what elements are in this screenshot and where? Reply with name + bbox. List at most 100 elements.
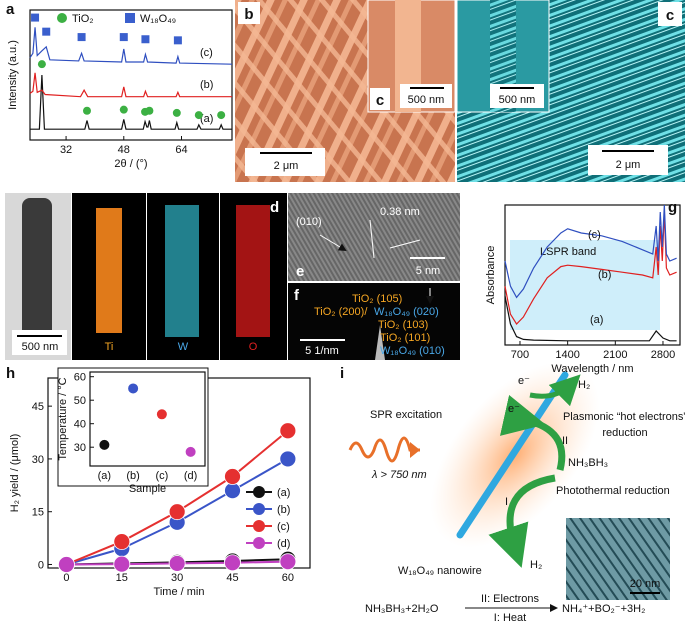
series-line	[29, 72, 232, 98]
saed-image	[288, 283, 460, 360]
series-line	[504, 295, 677, 342]
panel-label: g	[668, 199, 677, 216]
label: reduction	[602, 427, 647, 439]
panel-label: c	[666, 7, 674, 24]
tem-wire	[22, 198, 52, 348]
condition: I: Heat	[494, 612, 526, 624]
legend-marker	[253, 486, 265, 498]
y-tick-label: 15	[32, 507, 44, 519]
x-tick-label: 2100	[603, 349, 627, 361]
annotation: LSPR band	[540, 246, 596, 258]
y-tick-label: 0	[38, 559, 44, 571]
point	[224, 468, 241, 485]
arrow	[389, 239, 421, 249]
series-label: (b)	[200, 79, 213, 91]
panel-label: a	[6, 1, 15, 18]
legend-marker	[57, 13, 67, 23]
point	[185, 446, 196, 457]
point	[224, 554, 241, 572]
panel-label: h	[6, 365, 15, 382]
peak-marker	[119, 33, 128, 42]
ring-label: TiO₂ (101)	[380, 332, 430, 344]
point	[279, 422, 297, 440]
panel-label: i	[340, 365, 344, 382]
y-axis-label: Absorbance	[485, 246, 497, 305]
nanowire	[456, 371, 569, 539]
ring-label: W₁₈O₄₉ (020)	[374, 306, 439, 318]
x-tick-label: 1400	[555, 349, 579, 361]
peak-marker	[141, 35, 150, 44]
scale-box	[12, 330, 67, 355]
legend-label: TiO₂	[72, 13, 94, 25]
peak-marker	[145, 106, 154, 115]
label: NH₃BH₃	[568, 457, 608, 469]
plot-frame	[504, 204, 681, 346]
ring-label: TiO₂ (105)	[352, 293, 402, 305]
peak-marker	[119, 105, 128, 114]
scale-label: 5 1/nm	[305, 345, 339, 357]
point	[156, 409, 167, 420]
label: Photothermal reduction	[556, 485, 670, 497]
point	[279, 553, 297, 571]
x-tick-label: (a)	[98, 470, 111, 482]
legend-marker	[253, 537, 265, 549]
y-tick-label: 45	[32, 401, 44, 413]
plot-frame	[89, 371, 206, 467]
point	[168, 555, 186, 572]
ring-label: TiO₂ (103)	[378, 319, 428, 331]
x-tick-label: 0	[63, 572, 69, 584]
y-axis-label: Temperature / °C	[57, 377, 69, 460]
legend-label: (c)	[277, 521, 290, 533]
x-tick-label: 32	[60, 144, 72, 156]
scale-label: 2 μm	[274, 160, 299, 172]
map-label: O	[249, 341, 258, 353]
label-box	[238, 2, 260, 24]
label: H₂	[530, 559, 542, 571]
x-tick-label: 64	[175, 144, 187, 156]
label: e⁻	[508, 403, 520, 415]
x-tick-label: 60	[282, 572, 294, 584]
x-tick-label: 15	[116, 572, 128, 584]
map-label: W	[178, 341, 189, 353]
legend-label: (a)	[277, 487, 290, 499]
label-box	[658, 2, 682, 26]
x-tick-label: 48	[118, 144, 130, 156]
equation-right: NH₄⁺+BO₂⁻+3H₂	[562, 603, 645, 615]
label: e⁻	[518, 375, 530, 387]
hrtem-image	[288, 193, 460, 281]
y-tick-label: 40	[74, 419, 86, 431]
series-label: (a)	[200, 113, 213, 125]
peak-marker	[173, 36, 182, 45]
point	[128, 383, 139, 394]
scale-label: 5 nm	[416, 265, 440, 277]
equation-left: NH₃BH₃+2H₂O	[365, 603, 439, 615]
legend-marker	[125, 13, 135, 23]
beam-stop	[375, 325, 385, 360]
scale-label: 500 nm	[499, 94, 536, 106]
peak-marker	[172, 108, 181, 117]
scale-label: 20 nm	[630, 578, 661, 590]
series-line	[504, 204, 677, 299]
spacing-line	[369, 219, 375, 259]
y-axis-label: Intensity (a.u.)	[7, 40, 19, 110]
lspr-band	[510, 240, 660, 330]
panel-label: f	[294, 287, 300, 304]
series-label: (c)	[200, 47, 213, 59]
point	[113, 533, 131, 551]
ring-label: TiO₂ (200)/	[314, 306, 368, 318]
peak-marker	[37, 60, 46, 69]
legend-label: (b)	[277, 504, 290, 516]
ring-label: W₁₈O₄₉ (010)	[380, 345, 445, 357]
label: W₁₈O₄₉ nanowire	[398, 565, 482, 577]
series-label: (c)	[588, 229, 601, 241]
x-axis-label: Time / min	[154, 586, 205, 598]
condition: II: Electrons	[481, 593, 540, 605]
x-tick-label: (c)	[155, 470, 168, 482]
scale-label: 500 nm	[22, 341, 59, 353]
plot-frame	[29, 9, 233, 141]
series-line	[30, 74, 232, 130]
scale-label: 2 μm	[616, 159, 641, 171]
wave-head	[410, 442, 420, 458]
map-label: Ti	[105, 341, 114, 353]
